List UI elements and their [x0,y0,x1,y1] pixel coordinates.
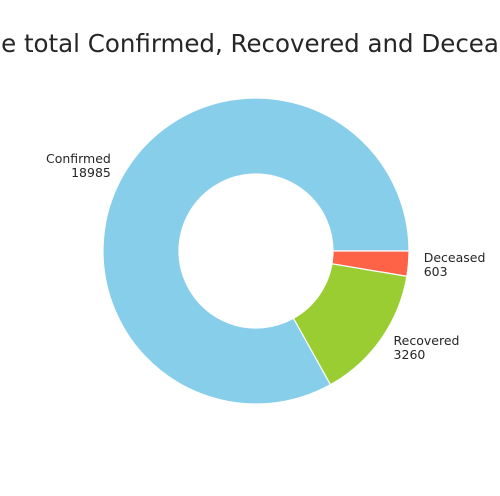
chart-title: e total Confirmed, Recovered and Decea [1,29,499,58]
slice-label-confirmed: Confirmed 18985 [46,151,111,180]
slice-value-deceased: 603 [424,264,448,279]
slice-label-recovered: Recovered 3260 [394,333,460,362]
slice-category-recovered: Recovered [394,333,460,348]
slice-category-deceased: Deceased [424,250,486,265]
slice-category-confirmed: Confirmed [46,151,111,166]
slice-label-deceased: Deceased 603 [424,250,486,279]
slices-group [102,97,410,405]
slice-value-confirmed: 18985 [71,165,111,180]
slice-deceased [331,250,410,277]
slice-confirmed [102,97,410,405]
labels-group: Confirmed 18985 Recovered 3260 Deceased 603 [46,151,485,362]
slice-value-recovered: 3260 [394,347,426,362]
